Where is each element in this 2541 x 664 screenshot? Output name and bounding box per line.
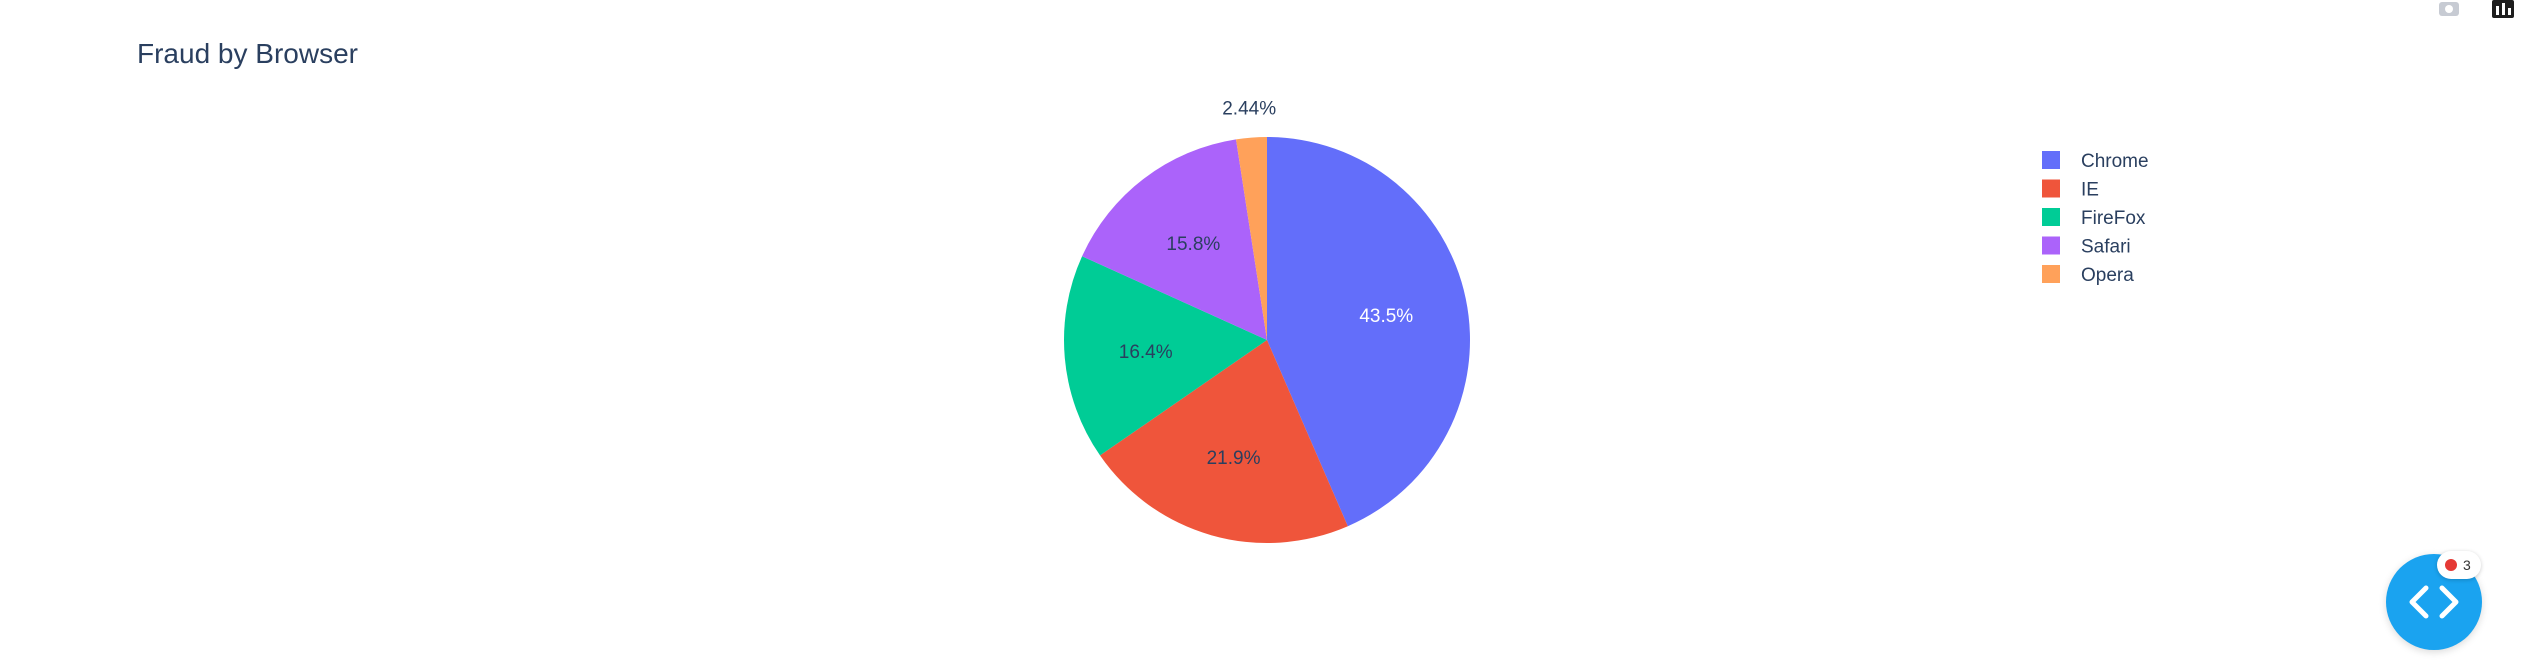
pie-slice-opera[interactable]: [1236, 137, 1267, 340]
error-dot-icon: [2445, 559, 2457, 571]
legend-item-ie[interactable]: IE: [2042, 179, 2099, 201]
legend-label: FireFox: [2081, 208, 2146, 229]
pie-slice-safari[interactable]: [1082, 139, 1267, 340]
legend-swatch: [2042, 179, 2060, 198]
legend-swatch: [2042, 236, 2060, 255]
legend-label: Opera: [2081, 265, 2134, 286]
legend-swatch: [2042, 265, 2060, 283]
slice-label-ie: 21.9%: [1207, 448, 1261, 469]
legend-label: IE: [2081, 180, 2099, 201]
camera-icon[interactable]: [2437, 0, 2463, 20]
code-brackets-icon: [2409, 585, 2459, 619]
legend-item-safari[interactable]: Safari: [2042, 236, 2131, 258]
slice-label-firefox: 16.4%: [1119, 342, 1173, 363]
modebar: [2437, 0, 2517, 20]
legend-item-chrome[interactable]: Chrome: [2042, 151, 2149, 172]
error-badge[interactable]: 3: [2437, 551, 2481, 579]
slice-label-safari: 15.8%: [1166, 234, 1220, 255]
bar-chart-icon[interactable]: [2491, 0, 2517, 20]
slice-label-opera: 2.44%: [1222, 99, 1276, 120]
legend-swatch: [2042, 208, 2060, 226]
pie: 43.5% 21.9% 16.4% 15.8% 2.44%: [1064, 99, 1470, 543]
legend-label: Chrome: [2081, 151, 2149, 172]
legend-item-opera[interactable]: Opera: [2042, 265, 2134, 286]
legend: Chrome IE FireFox Safari Opera: [2042, 151, 2149, 286]
legend-item-firefox[interactable]: FireFox: [2042, 208, 2146, 229]
chart-title: Fraud by Browser: [137, 38, 358, 69]
slice-label-chrome: 43.5%: [1359, 306, 1413, 327]
error-count: 3: [2463, 557, 2471, 573]
pie-slice-ie[interactable]: [1100, 340, 1348, 543]
pie-slice-firefox[interactable]: [1064, 256, 1267, 456]
legend-swatch: [2042, 151, 2060, 169]
pie-slice-chrome[interactable]: [1267, 137, 1470, 527]
legend-label: Safari: [2081, 237, 2131, 258]
